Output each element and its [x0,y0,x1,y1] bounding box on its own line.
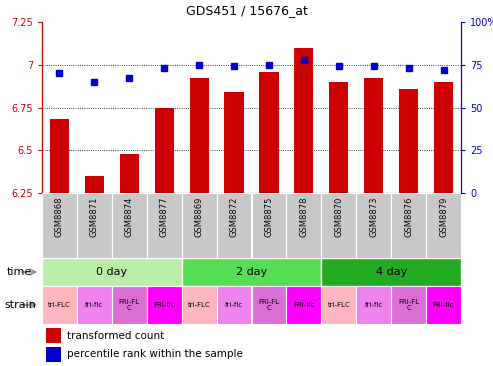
Text: fri-flc: fri-flc [85,302,104,308]
Bar [294,48,314,193]
Bar [77,193,112,258]
Bar [356,193,391,258]
Text: tri-FLC: tri-FLC [188,302,211,308]
Text: strain: strain [4,300,36,310]
Text: percentile rank within the sample: percentile rank within the sample [67,349,243,359]
Text: fri-flc: fri-flc [365,302,383,308]
Bar [120,154,139,193]
Text: GSM8878: GSM8878 [299,196,309,237]
Bar [286,193,321,258]
Text: 4 day: 4 day [376,267,407,277]
Text: FRI-flc: FRI-flc [153,302,175,308]
Text: fri-flc: fri-flc [225,302,243,308]
Text: FRI-FL
C: FRI-FL C [119,299,140,311]
Bar [426,193,461,258]
Bar [321,286,356,324]
Bar [42,193,77,258]
Text: GSM8869: GSM8869 [195,196,204,237]
Bar [112,286,147,324]
Bar [391,193,426,258]
Bar [46,347,61,362]
Bar [147,286,181,324]
Bar [85,176,104,193]
Text: GSM8875: GSM8875 [264,196,274,237]
Bar [329,82,349,193]
Bar [251,286,286,324]
Text: GSM8872: GSM8872 [230,196,239,237]
Text: tri-FLC: tri-FLC [327,302,350,308]
Text: FRI-flc: FRI-flc [433,302,455,308]
Text: GSM8877: GSM8877 [160,196,169,237]
Bar [112,193,147,258]
Text: GSM8876: GSM8876 [404,196,413,237]
Bar [321,193,356,258]
Bar [321,258,461,286]
Bar [216,193,251,258]
Text: GSM8873: GSM8873 [369,196,378,237]
Bar [364,78,384,193]
Bar [251,193,286,258]
Bar [42,258,181,286]
Bar [42,286,77,324]
Text: FRI-FL
C: FRI-FL C [258,299,280,311]
Bar [181,193,216,258]
Text: FRI-FL
C: FRI-FL C [398,299,419,311]
Bar [399,89,418,193]
Bar [46,328,61,343]
Text: GSM8879: GSM8879 [439,196,448,237]
Text: GSM8870: GSM8870 [334,196,343,237]
Bar [189,78,209,193]
Bar [50,119,69,193]
Text: time: time [6,267,32,277]
Bar [181,286,216,324]
Bar [224,92,244,193]
Bar [77,286,112,324]
Bar [426,286,461,324]
Bar [181,258,321,286]
Bar [391,286,426,324]
Text: GSM8871: GSM8871 [90,196,99,237]
Bar [259,72,279,193]
Text: GSM8868: GSM8868 [55,196,64,237]
Text: 2 day: 2 day [236,267,267,277]
Text: transformed count: transformed count [67,331,164,341]
Bar [216,286,251,324]
Bar [434,82,453,193]
Bar [147,193,181,258]
Bar [286,286,321,324]
Text: GDS451 / 15676_at: GDS451 / 15676_at [185,4,308,17]
Text: 0 day: 0 day [96,267,127,277]
Bar [356,286,391,324]
Text: GSM8874: GSM8874 [125,196,134,237]
Bar [155,108,174,193]
Text: tri-FLC: tri-FLC [48,302,71,308]
Text: FRI-flc: FRI-flc [293,302,315,308]
